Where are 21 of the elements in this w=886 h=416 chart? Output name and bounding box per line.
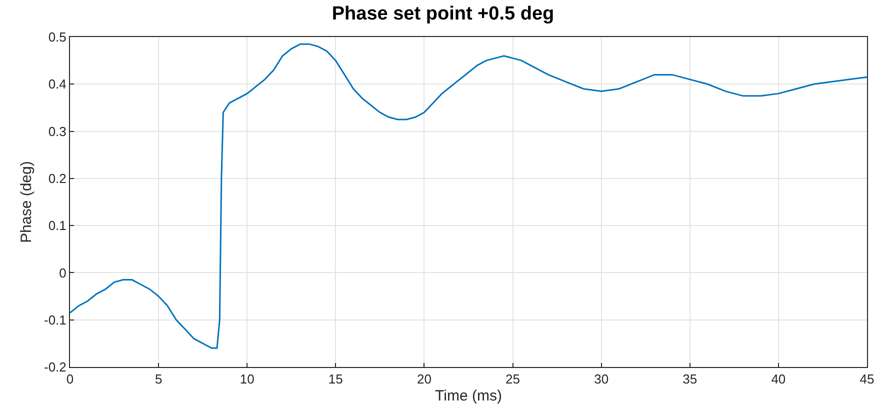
x-tick-label: 25: [506, 372, 520, 387]
y-tick-label: -0.2: [44, 360, 66, 375]
x-tick-label: 10: [240, 372, 254, 387]
y-tick-label: 0.5: [48, 30, 66, 45]
x-axis-title: Time (ms): [435, 388, 502, 405]
line-series: [70, 43, 867, 349]
chart-title: Phase set point +0.5 deg: [332, 4, 554, 25]
y-tick-label: 0.3: [48, 124, 66, 139]
y-tick-label: -0.1: [44, 312, 66, 328]
x-tick-label: 20: [416, 372, 432, 387]
x-tick-label: 35: [682, 372, 698, 387]
y-tick-label: 0: [59, 265, 66, 280]
y-tick-label: 0.1: [48, 218, 66, 234]
x-tick-label: 40: [771, 372, 786, 387]
y-tick-label: 0.2: [48, 170, 66, 186]
y-axis-title: Phase (deg): [18, 161, 36, 243]
x-tick-label: 5: [154, 372, 162, 387]
x-tick-label: 45: [860, 372, 874, 387]
y-tick-label: 0.4: [48, 76, 66, 92]
x-tick-label: 30: [594, 372, 609, 387]
x-tick-label: 15: [328, 372, 343, 387]
